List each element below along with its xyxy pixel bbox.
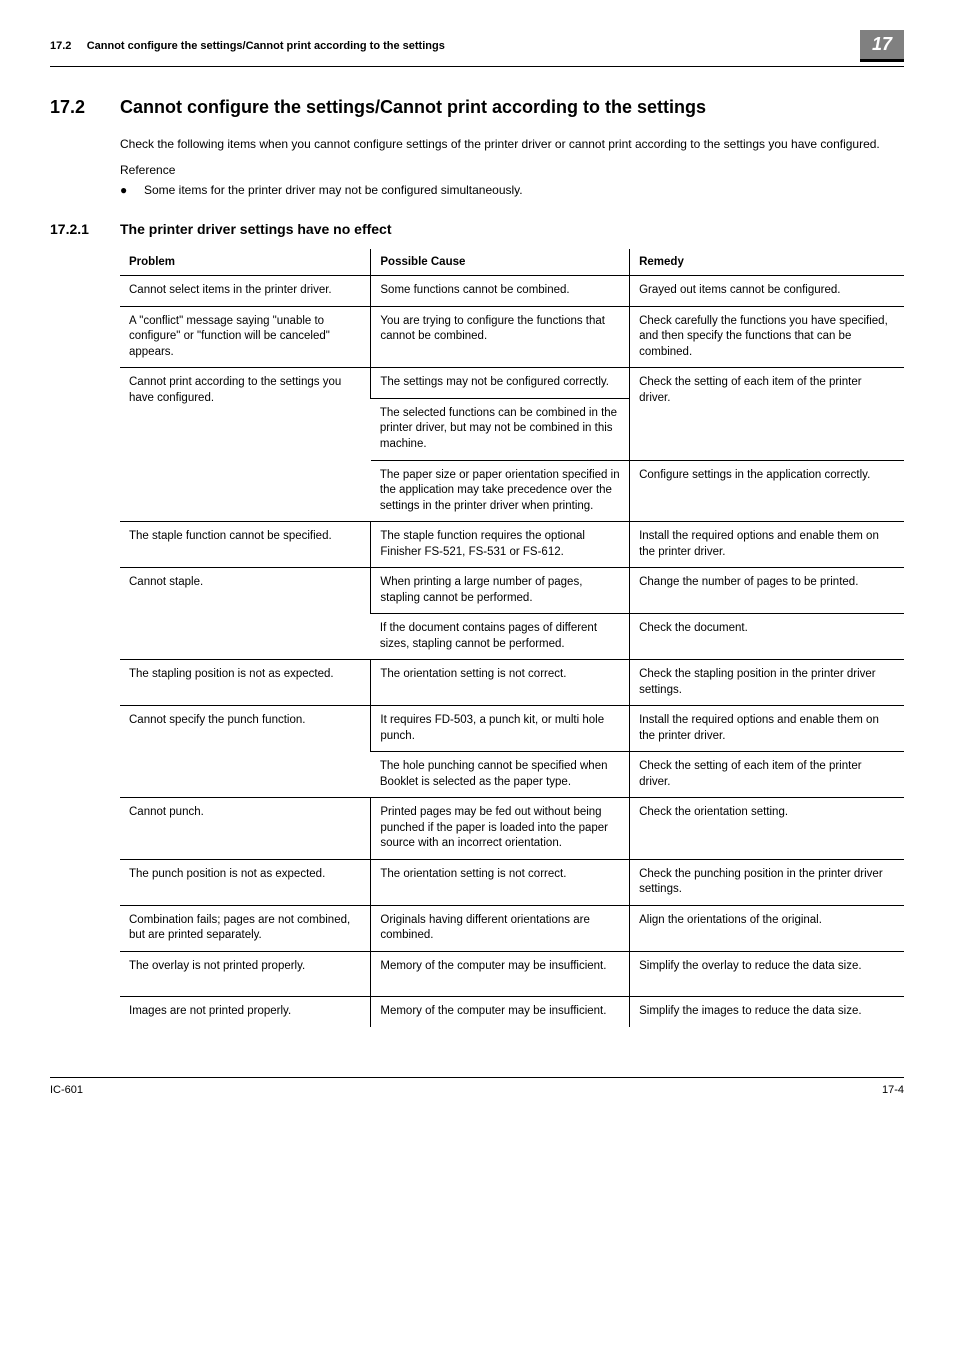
subsection-title: The printer driver settings have no effe… <box>120 221 392 237</box>
cell-cause: You are trying to configure the function… <box>371 306 630 368</box>
footer-left: IC-601 <box>50 1084 83 1096</box>
header-section-title: Cannot configure the settings/Cannot pri… <box>87 40 445 52</box>
cell-cause: When printing a large number of pages, s… <box>371 568 630 614</box>
chapter-badge: 17 <box>860 30 904 62</box>
table-row: The punch position is not as expected.Th… <box>120 859 904 905</box>
page-header: 17.2 Cannot configure the settings/Canno… <box>50 30 904 67</box>
table-row: Cannot specify the punch function.It req… <box>120 706 904 752</box>
table-row: Cannot staple.When printing a large numb… <box>120 568 904 614</box>
cell-problem: Cannot staple. <box>120 568 371 660</box>
cell-remedy: Check the orientation setting. <box>630 798 904 860</box>
cell-cause: If the document contains pages of differ… <box>371 614 630 660</box>
cell-cause: Originals having different orientations … <box>371 905 630 951</box>
table-row: The overlay is not printed properly.Memo… <box>120 951 904 997</box>
cell-problem: Images are not printed properly. <box>120 997 371 1027</box>
cell-remedy: Align the orientations of the original. <box>630 905 904 951</box>
subsection-number: 17.2.1 <box>50 221 120 237</box>
cell-remedy: Simplify the overlay to reduce the data … <box>630 951 904 997</box>
cell-remedy: Check the setting of each item of the pr… <box>630 368 904 460</box>
page-footer: IC-601 17-4 <box>50 1077 904 1096</box>
reference-label: Reference <box>50 163 904 177</box>
th-problem: Problem <box>120 249 371 276</box>
cell-remedy: Configure settings in the application co… <box>630 460 904 522</box>
table-row: A "conflict" message saying "unable to c… <box>120 306 904 368</box>
cell-cause: It requires FD-503, a punch kit, or mult… <box>371 706 630 752</box>
cell-cause: The settings may not be configured corre… <box>371 368 630 399</box>
cell-cause: The orientation setting is not correct. <box>371 859 630 905</box>
cell-problem: The staple function cannot be specified. <box>120 522 371 568</box>
cell-remedy: Check the document. <box>630 614 904 660</box>
table-row: Cannot print according to the settings y… <box>120 368 904 399</box>
section-heading: 17.2 Cannot configure the settings/Canno… <box>50 97 904 118</box>
cell-remedy: Simplify the images to reduce the data s… <box>630 997 904 1027</box>
cell-problem: A "conflict" message saying "unable to c… <box>120 306 371 368</box>
cell-problem: The punch position is not as expected. <box>120 859 371 905</box>
bullet-item: ● Some items for the printer driver may … <box>50 183 904 197</box>
cell-cause: Some functions cannot be combined. <box>371 276 630 307</box>
table-row: The staple function cannot be specified.… <box>120 522 904 568</box>
section-number: 17.2 <box>50 97 120 118</box>
bullet-text: Some items for the printer driver may no… <box>144 183 523 197</box>
cell-problem: Combination fails; pages are not combine… <box>120 905 371 951</box>
cell-cause: Memory of the computer may be insufficie… <box>371 951 630 997</box>
cell-cause: The selected functions can be combined i… <box>371 398 630 460</box>
cell-remedy: Install the required options and enable … <box>630 522 904 568</box>
section-body-text: Check the following items when you canno… <box>50 136 904 153</box>
cell-cause: Memory of the computer may be insufficie… <box>371 997 630 1027</box>
cell-problem: The stapling position is not as expected… <box>120 660 371 706</box>
table-row: Cannot punch.Printed pages may be fed ou… <box>120 798 904 860</box>
header-section-ref: 17.2 Cannot configure the settings/Canno… <box>50 40 445 52</box>
section-title: Cannot configure the settings/Cannot pri… <box>120 97 904 118</box>
cell-cause: The staple function requires the optiona… <box>371 522 630 568</box>
troubleshooting-table: Problem Possible Cause Remedy Cannot sel… <box>120 249 904 1027</box>
cell-cause: The orientation setting is not correct. <box>371 660 630 706</box>
cell-problem: Cannot print according to the settings y… <box>120 368 371 522</box>
table-header-row: Problem Possible Cause Remedy <box>120 249 904 276</box>
cell-problem: Cannot punch. <box>120 798 371 860</box>
cell-remedy: Install the required options and enable … <box>630 706 904 752</box>
cell-remedy: Check the stapling position in the print… <box>630 660 904 706</box>
cell-cause: The paper size or paper orientation spec… <box>371 460 630 522</box>
th-cause: Possible Cause <box>371 249 630 276</box>
cell-cause: Printed pages may be fed out without bei… <box>371 798 630 860</box>
cell-remedy: Check the setting of each item of the pr… <box>630 752 904 798</box>
cell-remedy: Check carefully the functions you have s… <box>630 306 904 368</box>
table-row: The stapling position is not as expected… <box>120 660 904 706</box>
th-remedy: Remedy <box>630 249 904 276</box>
footer-right: 17-4 <box>882 1084 904 1096</box>
table-row: Images are not printed properly.Memory o… <box>120 997 904 1027</box>
cell-problem: The overlay is not printed properly. <box>120 951 371 997</box>
table-row: Combination fails; pages are not combine… <box>120 905 904 951</box>
cell-remedy: Check the punching position in the print… <box>630 859 904 905</box>
cell-problem: Cannot select items in the printer drive… <box>120 276 371 307</box>
cell-problem: Cannot specify the punch function. <box>120 706 371 798</box>
cell-remedy: Grayed out items cannot be configured. <box>630 276 904 307</box>
cell-cause: The hole punching cannot be specified wh… <box>371 752 630 798</box>
bullet-dot-icon: ● <box>120 183 144 197</box>
cell-remedy: Change the number of pages to be printed… <box>630 568 904 614</box>
table-row: Cannot select items in the printer drive… <box>120 276 904 307</box>
subsection-heading: 17.2.1 The printer driver settings have … <box>50 221 904 237</box>
header-section-number: 17.2 <box>50 40 71 52</box>
